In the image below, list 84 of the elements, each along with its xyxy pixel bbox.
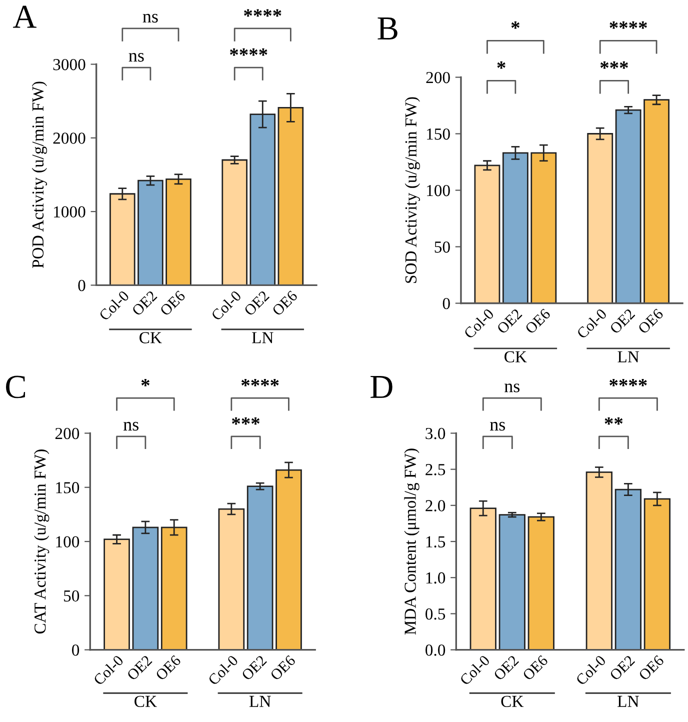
bar <box>615 109 642 304</box>
text: ns <box>124 422 138 431</box>
text: LN <box>249 696 271 707</box>
x-tick-label: OE6 <box>159 290 186 316</box>
text: CK <box>134 696 157 708</box>
y-axis-title: MDA Content (μmol/g FW) <box>404 448 420 635</box>
x-tick-label: OE2 <box>241 654 268 681</box>
y-tick-label: 0.5 <box>426 608 446 620</box>
bar <box>218 508 245 650</box>
x-tick-label: OE6 <box>270 654 296 681</box>
x-tick-label: OE2 <box>493 654 520 681</box>
x-tick-label: OE6 <box>522 654 548 681</box>
chart-title: B <box>378 18 398 40</box>
x-tick-label: OE2 <box>496 308 522 334</box>
chart-title: C <box>6 376 26 398</box>
x-tick-label: OE2 <box>131 290 158 316</box>
y-tick-label: 3000 <box>53 58 86 70</box>
y-tick-label: 1.0 <box>426 572 446 584</box>
text: LN <box>252 332 274 344</box>
bar <box>138 180 164 286</box>
y-axis-title: POD Activity (u/g/min FW) <box>32 82 48 268</box>
text: ns <box>504 384 520 392</box>
text: CK <box>504 351 527 362</box>
y-tick-label: 0 <box>72 644 80 656</box>
text: * <box>141 378 150 386</box>
x-tick-label: OE6 <box>638 308 664 334</box>
y-tick-label: 200 <box>55 428 80 440</box>
bar <box>474 164 500 304</box>
bar <box>528 516 554 650</box>
y-axis-title: CAT Activity (u/g/min FW) <box>34 450 50 634</box>
y-tick-label: 100 <box>427 184 450 196</box>
x-tick-label: OE6 <box>638 654 664 681</box>
text: ns <box>142 14 158 23</box>
text: CK <box>501 696 524 708</box>
text: * <box>511 21 520 29</box>
y-tick-label: 100 <box>56 536 80 548</box>
bar <box>587 133 614 304</box>
text: CK <box>140 332 162 344</box>
x-tick-label: OE6 <box>524 308 551 334</box>
chart-title: A <box>12 6 36 28</box>
bar <box>110 193 136 286</box>
text: **** <box>244 9 282 17</box>
text: **** <box>610 21 647 29</box>
bar <box>104 538 130 650</box>
text: ns <box>490 422 505 431</box>
y-tick-label: 1.5 <box>426 536 446 548</box>
text: *** <box>600 61 628 69</box>
y-tick-label: 150 <box>56 482 80 494</box>
bar <box>498 514 526 650</box>
x-tick-label: OE6 <box>272 290 298 316</box>
x-tick-label: OE2 <box>126 654 152 681</box>
y-tick-label: 2.0 <box>426 500 446 512</box>
bar <box>614 488 642 650</box>
text: LN <box>618 696 639 707</box>
y-tick-label: 0 <box>442 298 450 310</box>
y-tick-label: 3.0 <box>426 428 446 440</box>
text: LN <box>618 351 640 362</box>
y-tick-label: 50 <box>64 590 80 602</box>
text: **** <box>241 378 279 386</box>
text: **** <box>610 378 647 386</box>
y-tick-label: 0.0 <box>426 644 446 656</box>
y-tick-label: 2000 <box>53 132 86 144</box>
y-tick-label: 50 <box>434 241 450 253</box>
y-tick-label: 1000 <box>54 206 86 218</box>
bar <box>246 486 274 650</box>
text: *** <box>232 417 260 425</box>
text: * <box>497 61 506 69</box>
text: **** <box>230 48 268 56</box>
text: ns <box>128 53 144 62</box>
y-tick-label: 200 <box>426 72 450 84</box>
x-tick-label: OE2 <box>609 308 636 334</box>
bar <box>166 178 192 286</box>
x-tick-label: OE2 <box>244 290 270 316</box>
y-tick-label: 0 <box>78 280 86 292</box>
y-axis-title: SOD Activity (u/g/min FW) <box>404 97 420 283</box>
y-tick-label: 2.5 <box>426 464 446 476</box>
y-tick-label: 150 <box>427 128 450 140</box>
x-tick-label: OE6 <box>155 654 182 681</box>
bar <box>644 99 670 304</box>
bar <box>586 471 612 650</box>
x-tick-label: OE2 <box>609 654 636 681</box>
text: ** <box>604 417 623 425</box>
chart-title: D <box>370 376 392 398</box>
bar <box>222 159 248 286</box>
